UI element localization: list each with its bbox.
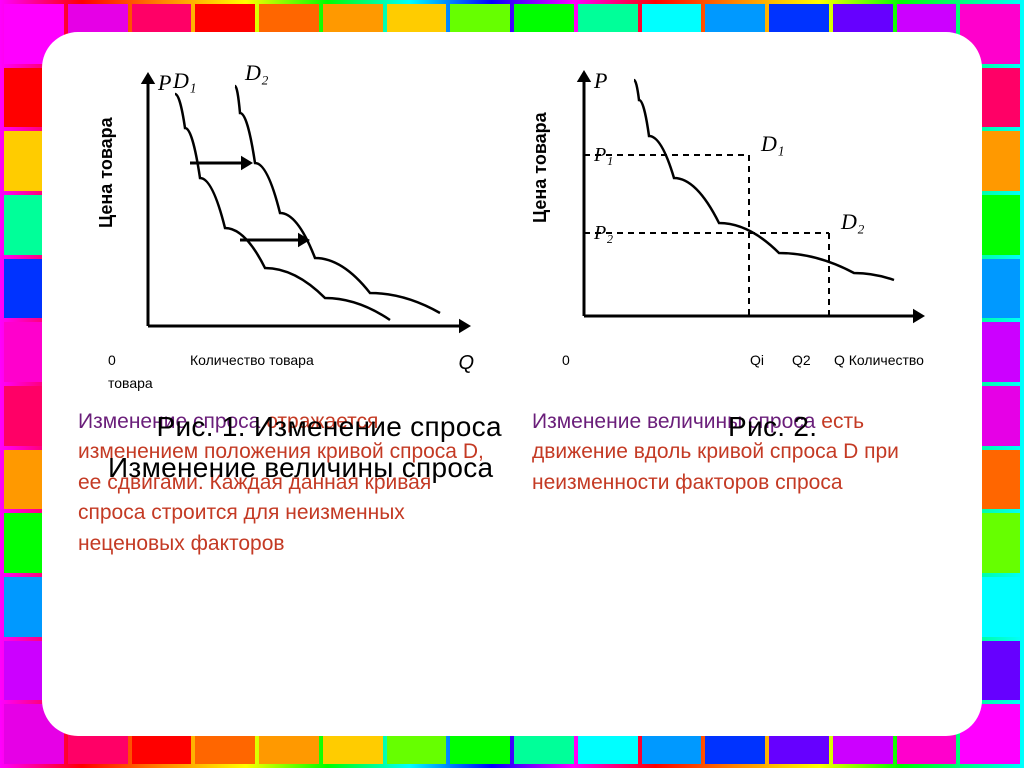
axis-wrap-label: товара	[78, 375, 946, 391]
chart-left: P Цена товара D₁ D₂ 0 Количество товара Q	[78, 58, 502, 375]
svg-text:D₂: D₂	[840, 209, 865, 234]
chart-right: P Цена товара P₁ P₂ D₁ D₂ 0 Qi Q2 Q Количеств…	[522, 58, 946, 375]
x-tick-qi: Qi	[750, 352, 780, 368]
svg-text:P: P	[593, 68, 607, 93]
figure-captions: Рис. 1. Изменение спроса Рис. 2. Изменен…	[108, 407, 916, 488]
origin-left: 0	[108, 352, 148, 368]
svg-text:P: P	[157, 70, 171, 95]
svg-text:D₁: D₁	[172, 68, 197, 93]
x-label-left: Q	[458, 352, 502, 375]
slide-card: P Цена товара D₁ D₂ 0 Количество товара Q P…	[42, 32, 982, 736]
origin-right: 0	[562, 352, 602, 368]
x-title-right: Q Количество	[834, 352, 944, 368]
chart-right-svg: P Цена товара P₁ P₂ D₁ D₂	[524, 58, 944, 348]
svg-text:Цена товара: Цена товара	[96, 116, 116, 228]
svg-text:P₁: P₁	[593, 144, 613, 166]
svg-text:P₂: P₂	[593, 222, 613, 244]
svg-text:Цена товара: Цена товара	[530, 111, 550, 223]
x-title-left: Количество товара	[152, 352, 352, 368]
chart-left-svg: P Цена товара D₁ D₂	[90, 58, 490, 348]
svg-text:D₁: D₁	[760, 131, 785, 156]
svg-text:D₂: D₂	[244, 60, 269, 85]
x-tick-q2: Q2	[792, 352, 822, 368]
